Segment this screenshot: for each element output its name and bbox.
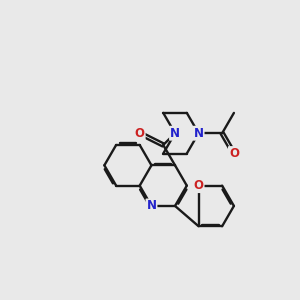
Text: O: O [229,147,239,160]
Text: N: N [194,127,204,140]
Text: N: N [146,200,157,212]
Text: N: N [170,127,180,140]
Text: O: O [135,127,145,140]
Text: O: O [194,179,204,192]
